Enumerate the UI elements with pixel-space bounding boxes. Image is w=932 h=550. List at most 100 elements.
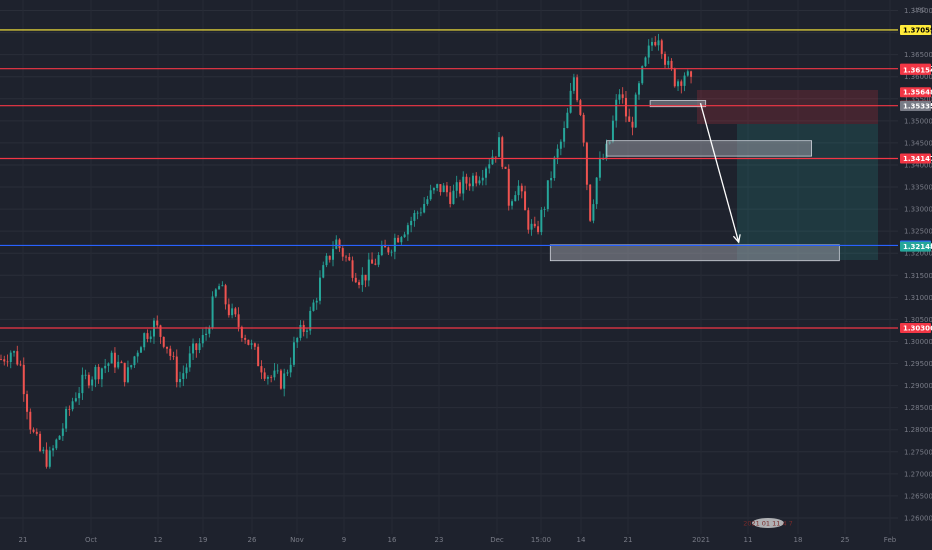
time-axis[interactable]: 21 Oct 12 19 26 Nov 9 16 23 Dec 15:00 14 21 2021 11 18 2…	[19, 536, 897, 544]
candle-body	[214, 289, 217, 297]
candle-body	[58, 435, 61, 440]
candle-body	[527, 210, 530, 230]
candle-body	[556, 148, 559, 158]
candle-body	[45, 449, 48, 467]
candle-body	[305, 330, 308, 332]
candle-body	[488, 164, 491, 169]
candle-body	[416, 212, 419, 214]
candle-body	[159, 325, 162, 337]
candle-body	[569, 90, 572, 113]
candle-body	[491, 156, 494, 165]
candle-body	[48, 450, 51, 467]
candle-body	[455, 182, 458, 191]
candle-body	[13, 351, 16, 353]
candle-body	[237, 314, 240, 327]
candle-body	[182, 373, 185, 380]
watermark: 2021 01 11 4 7	[743, 518, 793, 528]
y-tick-label: 1.32500	[904, 228, 932, 236]
candle-body	[250, 343, 253, 345]
candle-body	[361, 274, 364, 285]
candle-body	[524, 191, 527, 211]
y-tick-label: 1.35000	[904, 117, 932, 125]
x-tick-label: 21	[19, 536, 28, 544]
candle-body	[449, 192, 452, 204]
candle-body	[550, 178, 553, 181]
candle-body	[436, 184, 439, 189]
candle-body	[403, 234, 406, 238]
candle-body	[224, 285, 227, 305]
x-tick-label: 18	[794, 536, 803, 544]
y-tick-label: 1.26500	[904, 492, 932, 500]
chart-grid	[0, 10, 898, 519]
candle-body	[9, 352, 12, 362]
candle-body	[429, 190, 432, 200]
candle-body	[494, 156, 497, 158]
candle-body	[244, 337, 247, 340]
candle-body	[221, 285, 224, 287]
candle-body	[0, 359, 2, 360]
candle-body	[367, 259, 370, 281]
candle-body	[328, 255, 331, 260]
zone-rectangle[interactable]	[549, 244, 840, 262]
candle-body	[175, 356, 178, 383]
horizontal-levels[interactable]	[0, 29, 898, 329]
candle-body	[292, 342, 295, 365]
candle-body	[179, 379, 182, 383]
candle-body	[78, 393, 81, 399]
candle-body	[260, 366, 263, 373]
candle-body	[390, 251, 393, 253]
y-tick-label: 1.30500	[904, 316, 932, 324]
candle-body	[380, 245, 383, 256]
supply-demand-zones[interactable]	[549, 100, 840, 262]
candle-body	[641, 66, 644, 84]
candle-body	[120, 361, 123, 363]
candle-body	[195, 343, 198, 351]
candle-body	[439, 184, 442, 193]
candle-body	[507, 168, 510, 206]
candle-body	[139, 347, 142, 353]
candle-body	[423, 203, 426, 213]
candle-body	[481, 177, 484, 181]
y-tick-label: 1.34500	[904, 139, 932, 147]
zone-rectangle[interactable]	[649, 100, 707, 108]
projection-arrow[interactable]	[699, 103, 741, 244]
candle-body	[351, 260, 354, 278]
candle-body	[647, 45, 650, 58]
candle-body	[442, 185, 445, 193]
x-tick-label: 21	[624, 536, 633, 544]
zone-rectangle[interactable]	[606, 140, 812, 157]
candle-body	[312, 302, 315, 311]
x-tick-label: 23	[435, 536, 444, 544]
candle-body	[117, 361, 120, 368]
x-tick-label: 14	[577, 536, 586, 544]
candle-body	[637, 83, 640, 95]
candle-body	[667, 60, 670, 65]
candle-body	[592, 204, 595, 221]
candle-body	[540, 209, 543, 233]
candle-body	[484, 168, 487, 178]
candle-body	[325, 255, 328, 266]
candle-body	[240, 326, 243, 338]
candle-body	[198, 343, 201, 351]
y-tick-label: 1.36500	[904, 51, 932, 59]
candle-body	[445, 185, 448, 193]
candle-body	[397, 237, 400, 243]
candle-body	[543, 209, 546, 210]
candle-body	[87, 374, 90, 386]
candle-body	[123, 362, 126, 383]
candle-body	[29, 411, 32, 430]
candle-body	[566, 112, 569, 128]
candle-body	[517, 185, 520, 196]
price-tag-bg	[900, 241, 931, 252]
candle-body	[458, 182, 461, 194]
candle-body	[624, 97, 627, 117]
candle-body	[188, 353, 191, 368]
candle-body	[406, 225, 409, 235]
candle-body	[660, 40, 663, 54]
candle-body	[354, 277, 357, 283]
candle-body	[514, 195, 517, 202]
candle-body	[341, 248, 344, 257]
candle-body	[266, 376, 269, 379]
candle-body	[52, 448, 55, 451]
